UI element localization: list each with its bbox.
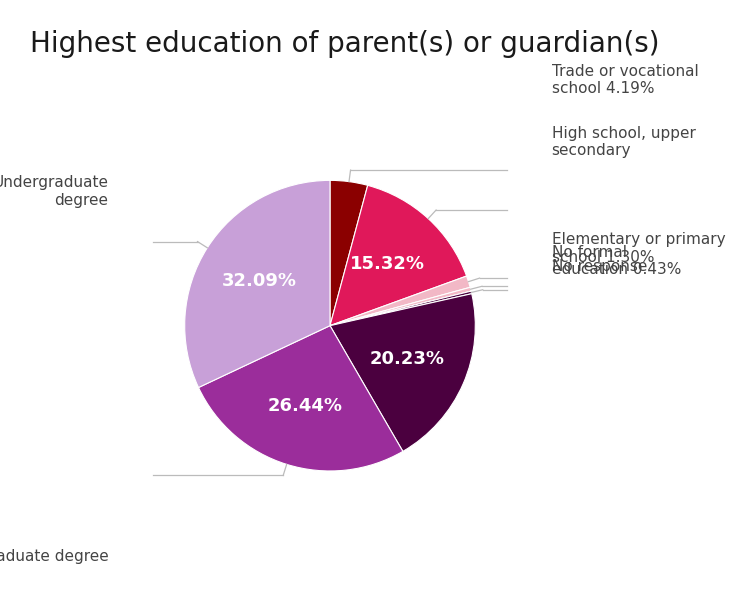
Text: 15.32%: 15.32%: [350, 255, 424, 273]
Text: Undergraduate
degree: Undergraduate degree: [0, 175, 109, 208]
Text: Graduate degree: Graduate degree: [0, 549, 109, 565]
Wedge shape: [330, 180, 368, 326]
Wedge shape: [330, 185, 466, 326]
Text: 26.44%: 26.44%: [267, 397, 342, 415]
Text: High school, upper
secondary: High school, upper secondary: [551, 126, 695, 158]
Text: 32.09%: 32.09%: [221, 272, 296, 289]
Wedge shape: [330, 291, 472, 326]
Wedge shape: [330, 294, 476, 451]
Text: Highest education of parent(s) or guardian(s): Highest education of parent(s) or guardi…: [30, 30, 659, 58]
Wedge shape: [330, 287, 471, 326]
Text: No response: No response: [551, 259, 647, 274]
Text: Elementary or primary
school 1.30%: Elementary or primary school 1.30%: [551, 232, 725, 265]
Wedge shape: [199, 326, 403, 471]
Wedge shape: [330, 276, 470, 326]
Text: No formal
education 0.43%: No formal education 0.43%: [551, 245, 681, 278]
Text: Trade or vocational
school 4.19%: Trade or vocational school 4.19%: [551, 63, 698, 96]
Text: 20.23%: 20.23%: [370, 350, 445, 368]
Wedge shape: [184, 180, 330, 387]
